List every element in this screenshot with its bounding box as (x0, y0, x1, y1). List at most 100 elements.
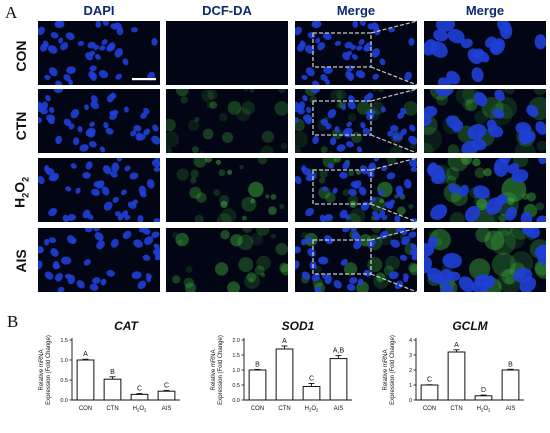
inset-connector-line (370, 158, 417, 171)
micrograph-ctn-merge-zoom (424, 89, 546, 153)
inset-connector-line (370, 21, 417, 34)
row-label-con: CON (13, 40, 29, 72)
bar (157, 390, 176, 401)
y-tick-label: 1.0 (232, 368, 240, 374)
micrograph-con-dapi (38, 21, 160, 85)
y-axis-label: Relative mRNA (39, 349, 45, 390)
bar (275, 348, 294, 401)
y-tick-label: 0.0 (232, 398, 240, 404)
micrograph-h2o2-merge (295, 158, 417, 222)
micrograph-con-merge (295, 21, 417, 85)
y-tick-label: 3 (409, 353, 412, 359)
bar (248, 369, 267, 401)
column-header-dcf-da: DCF-DA (202, 3, 252, 18)
inset-connector-line (370, 203, 417, 222)
significance-label: B (255, 361, 260, 368)
y-tick-label: 2 (409, 368, 412, 374)
y-tick-label: 1.0 (60, 358, 68, 364)
significance-label: C (427, 377, 432, 384)
bar (420, 384, 439, 401)
y-axis-label: Relative mRNA (211, 349, 217, 390)
significance-label: A,B (333, 348, 345, 355)
significance-label: A (454, 342, 459, 349)
micrograph-ais-merge-zoom (424, 228, 546, 292)
significance-label: A (282, 338, 287, 345)
chart-title: CAT (114, 319, 139, 333)
bar (501, 369, 520, 401)
inset-box-con (312, 32, 372, 68)
bar-chart-sod1: SOD1 Relative mRNA Expression (Fold Change… (211, 319, 352, 413)
column-header-merge-zoom: Merge (465, 3, 505, 18)
micrograph-ais-merge (295, 228, 417, 292)
category-label: AIS (334, 406, 344, 412)
significance-label: C (164, 382, 169, 389)
inset-connector-line (370, 134, 417, 153)
significance-label: B (110, 369, 115, 376)
significance-label: A (83, 351, 88, 358)
y-tick-label: 0.5 (60, 378, 68, 384)
micrograph-h2o2-dcf-da (166, 158, 288, 222)
micrograph-ctn-dapi (38, 89, 160, 153)
category-label: AIS (162, 406, 172, 412)
inset-box-h2o2 (312, 169, 372, 205)
micrograph-ctn-merge (295, 89, 417, 153)
row-label-ais: AIS (13, 249, 29, 273)
category-label: CTN (278, 406, 290, 412)
column-header-merge: Merge (336, 3, 376, 18)
significance-label: C (309, 376, 314, 383)
y-tick-label: 0.5 (232, 383, 240, 389)
row-label-ctn: CTN (13, 111, 29, 141)
category-label: CON (251, 406, 264, 412)
bar (447, 351, 466, 401)
inset-connector-line (370, 228, 417, 241)
category-label: CTN (450, 406, 462, 412)
y-tick-label: 2.0 (232, 338, 240, 344)
category-label: AIS (506, 406, 516, 412)
micrograph-h2o2-dapi (38, 158, 160, 222)
panel-a-letter: A (5, 3, 18, 22)
category-label: H2O2 (133, 406, 147, 413)
micrograph-ctn-dcf-da (166, 89, 288, 153)
y-axis-label-line2: Expression (Fold Change) (46, 335, 52, 405)
inset-box-ctn (312, 100, 372, 136)
micrograph-h2o2-merge-zoom (424, 158, 546, 222)
y-axis-label: Relative mRNA (383, 349, 389, 390)
scale-bar (132, 78, 156, 81)
category-label: CON (79, 406, 92, 412)
y-tick-label: 1.5 (60, 338, 68, 344)
significance-label: C (137, 386, 142, 393)
inset-connector-line (370, 66, 417, 85)
chart-title: SOD1 (282, 319, 315, 333)
y-tick-label: 1 (409, 383, 412, 389)
bar (130, 393, 149, 401)
category-label: H2O2 (477, 406, 491, 413)
bar (302, 386, 321, 401)
row-label-h2o2: H2O2 (11, 176, 31, 208)
micrograph-con-merge-zoom (424, 21, 546, 85)
inset-connector-line (370, 273, 417, 292)
significance-label: B (508, 361, 513, 368)
bar (329, 358, 348, 401)
bar-chart-cat: CAT Relative mRNA Expression (Fold Change)… (39, 319, 180, 413)
inset-box-ais (312, 239, 372, 275)
y-tick-label: 1.5 (232, 353, 240, 359)
inset-connector-line (370, 89, 417, 102)
chart-title: GCLM (452, 319, 488, 333)
y-tick-label: 4 (409, 338, 412, 344)
category-label: CON (423, 406, 436, 412)
y-tick-label: 0.0 (60, 398, 68, 404)
bar-chart-gclm: GCLM Relative mRNA Expression (Fold Change… (383, 319, 524, 413)
panel-b-letter: B (7, 312, 19, 331)
micrograph-ais-dcf-da (166, 228, 288, 292)
micrograph-ais-dapi (38, 228, 160, 292)
category-label: H2O2 (305, 406, 319, 413)
bar (474, 395, 493, 401)
column-header-dapi: DAPI (83, 3, 115, 18)
y-axis-label-line2: Expression (Fold Change) (218, 335, 224, 405)
bar (103, 378, 122, 401)
bar (76, 359, 95, 401)
micrograph-con-dcf-da (166, 21, 288, 85)
y-tick-label: 0 (409, 398, 412, 404)
y-axis-label-line2: Expression (Fold Change) (390, 335, 396, 405)
category-label: CTN (106, 406, 118, 412)
